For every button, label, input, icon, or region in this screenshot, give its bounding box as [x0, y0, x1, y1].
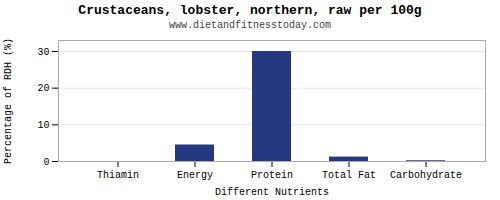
svg-text:20: 20	[37, 83, 49, 94]
svg-text:Protein: Protein	[251, 170, 293, 181]
svg-text:Different Nutrients: Different Nutrients	[215, 187, 329, 198]
svg-text:Percentage of RDH (%): Percentage of RDH (%)	[3, 38, 14, 164]
html-text:Crustaceans, lobster, northern: Crustaceans, lobster, northern, raw per …	[78, 3, 422, 18]
svg-text:30: 30	[37, 47, 49, 58]
html-text:www.dietandfitnesstoday.com: www.dietandfitnesstoday.com	[169, 20, 331, 31]
svg-text:0: 0	[43, 157, 49, 168]
svg-text:Total Fat: Total Fat	[322, 170, 376, 181]
svg-text:Thiamin: Thiamin	[97, 170, 139, 181]
svg-text:Energy: Energy	[177, 170, 213, 181]
svg-text:10: 10	[37, 120, 49, 131]
svg-text:Carbohydrate: Carbohydrate	[390, 170, 462, 181]
